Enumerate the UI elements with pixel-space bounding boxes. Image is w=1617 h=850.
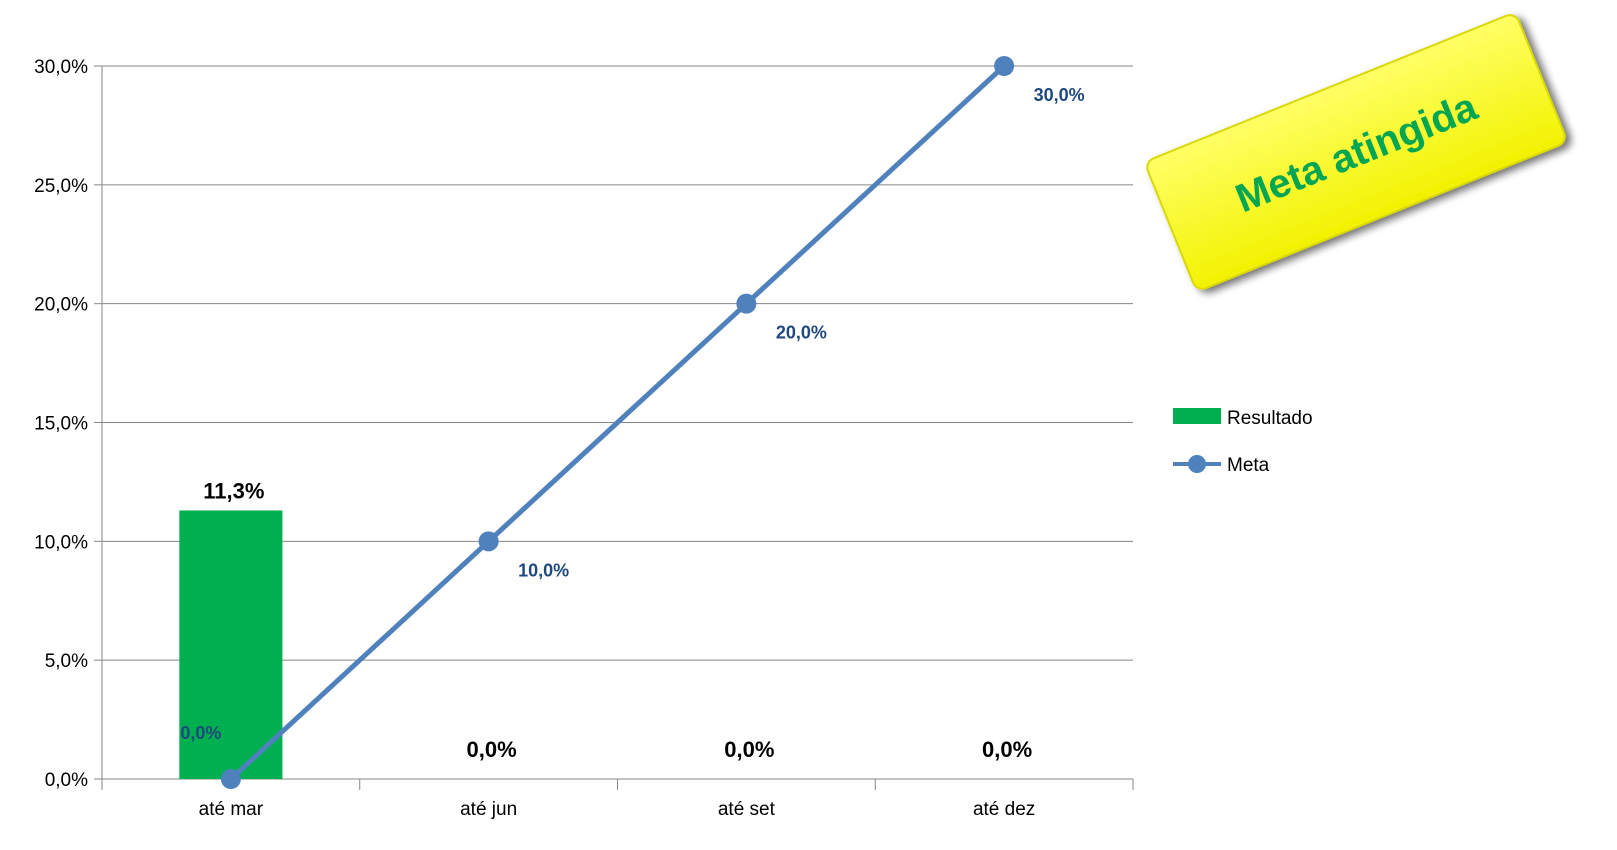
x-tick-label: até dez [973, 799, 1035, 820]
meta-value-label: 0,0% [180, 723, 221, 743]
meta-value-label: 20,0% [776, 323, 827, 343]
data-labels: 11,3% 0,0% 0,0% 0,0% 0,0% 10,0% 20,0% 30,0% [180, 85, 1084, 762]
y-tick-label: 30,0% [34, 57, 88, 78]
meta-point [478, 531, 499, 552]
bar-value-label: 11,3% [203, 478, 264, 503]
bar-value-label: 0,0% [982, 737, 1032, 762]
y-tick-label: 5,0% [45, 651, 88, 672]
meta-atingida-stamp: Meta atingida [1146, 14, 1566, 290]
x-tick-label: até mar [199, 799, 264, 820]
stamp-background [1146, 14, 1566, 290]
meta-point [994, 56, 1015, 76]
meta-line-path [229, 64, 1006, 781]
bar-resultado [179, 510, 283, 779]
axes: 0,0% 5,0% 10,0% 15,0% 20,0% 25,0% 30,0% até mar… [34, 57, 1134, 820]
line-meta [220, 56, 1015, 789]
bar-value-label: 0,0% [724, 737, 774, 762]
y-tick-label: 20,0% [34, 295, 88, 316]
legend-marker-meta [1188, 455, 1206, 473]
legend-swatch-resultado [1173, 408, 1221, 424]
meta-value-label: 10,0% [518, 560, 569, 580]
meta-point [736, 293, 757, 314]
y-tick-label: 15,0% [34, 414, 88, 435]
legend-label-resultado: Resultado [1227, 408, 1313, 429]
meta-value-label: 30,0% [1034, 85, 1085, 105]
y-tick-label: 10,0% [34, 532, 88, 553]
legend: Resultado Meta [1173, 408, 1313, 476]
x-tick-label: até jun [460, 799, 517, 820]
bar-value-label: 0,0% [467, 737, 517, 762]
y-tick-label: 25,0% [34, 176, 88, 197]
meta-point [220, 769, 241, 789]
y-tick-label: 0,0% [45, 770, 88, 791]
bars-resultado [179, 510, 283, 779]
x-tick-label: até set [718, 799, 776, 820]
legend-label-meta: Meta [1227, 455, 1270, 476]
